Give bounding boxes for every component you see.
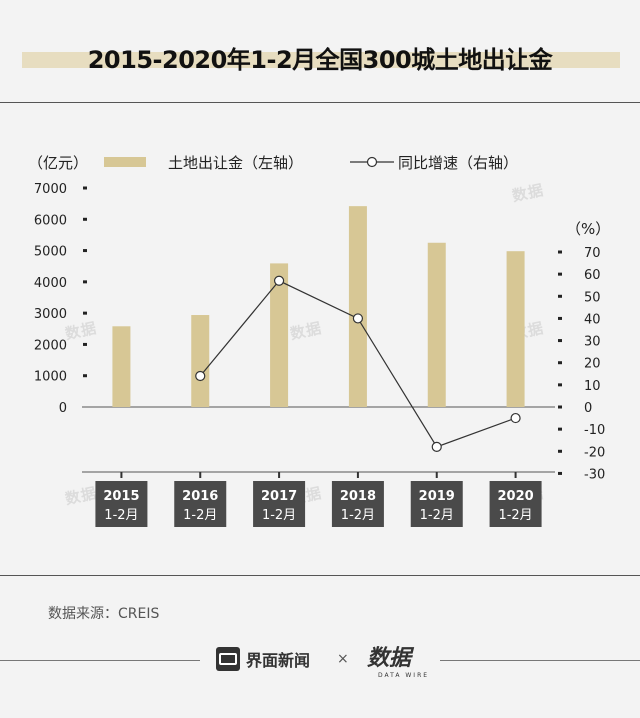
x-tick-mark (278, 472, 281, 478)
x-category-label: 2020 (497, 489, 533, 504)
y-right-tick-label: 10 (584, 379, 601, 394)
y-right-tick-label: -30 (584, 467, 605, 482)
bar (427, 242, 446, 407)
y-left-tick-label: 7000 (34, 182, 67, 197)
y-left-tick-label: 3000 (34, 307, 67, 322)
bar (506, 251, 525, 407)
partner-logo-sub: DATA WIRE (378, 672, 430, 679)
legend-bar-label: 土地出让金（左轴） (168, 154, 304, 172)
y-right-tick-mark (558, 449, 562, 453)
y-right-tick-mark (558, 361, 562, 365)
x-category-label: 2018 (340, 489, 376, 504)
y-right-tick-mark (558, 339, 562, 343)
y-left-tick-mark (83, 342, 87, 346)
legend-line-swatch (350, 156, 394, 168)
y-left-tick-label: 0 (59, 401, 67, 416)
x-category-sublabel: 1-2月 (183, 508, 217, 523)
growth-point (352, 313, 364, 324)
collab-times: × (337, 651, 349, 667)
footer-line-right (440, 660, 640, 661)
y-right-tick-mark (558, 427, 562, 431)
data-source: 数据来源：CREIS (48, 606, 160, 622)
x-category-label: 2019 (419, 489, 455, 504)
x-tick-mark (435, 472, 438, 478)
growth-point (431, 441, 442, 452)
x-tick-mark (120, 472, 123, 478)
brand-logo: 界面新闻 (216, 646, 310, 672)
bottom-divider (0, 575, 640, 576)
growth-point (195, 370, 206, 382)
bar (191, 315, 210, 407)
y-left-tick-label: 1000 (34, 370, 67, 385)
y-left-tick-mark (83, 311, 87, 315)
y-right-tick-label: 50 (584, 290, 601, 305)
legend-line-label: 同比增速（右轴） (398, 154, 519, 172)
y-right-tick-label: 20 (584, 357, 601, 372)
y-right-tick-label: 70 (584, 246, 601, 261)
left-axis-unit: （亿元） (28, 154, 89, 172)
x-category-sublabel: 1-2月 (104, 508, 138, 523)
x-category-label-box (489, 481, 542, 527)
x-tick-mark (514, 472, 517, 478)
bar (270, 263, 289, 407)
y-left-tick-mark (83, 249, 87, 253)
y-right-tick-label: 0 (584, 401, 592, 416)
y-left-tick-mark (83, 280, 87, 284)
legend-bar-swatch (104, 157, 146, 167)
brand-name: 界面新闻 (246, 651, 311, 670)
y-right-tick-mark (558, 250, 562, 254)
y-right-tick-mark (558, 405, 562, 409)
y-right-tick-label: -20 (584, 445, 605, 460)
y-left-tick-label: 6000 (34, 213, 67, 228)
x-category-label-box (253, 481, 306, 527)
x-category-sublabel: 1-2月 (420, 508, 454, 523)
x-category-label-box (95, 481, 148, 527)
x-category-sublabel: 1-2月 (262, 508, 296, 523)
y-left-tick-mark (83, 374, 87, 378)
y-right-tick-mark (558, 294, 562, 298)
y-right-tick-mark (558, 471, 562, 475)
x-category-label-box (331, 481, 384, 527)
y-left-tick-label: 2000 (34, 338, 67, 353)
title-highlight-strip (22, 52, 620, 68)
x-category-label: 2015 (103, 489, 139, 504)
x-category-sublabel: 1-2月 (341, 508, 375, 523)
x-tick-mark (356, 472, 359, 478)
growth-point (273, 275, 285, 286)
chart-canvas: 0 1000 2000 3000 4000 5000 6000 7000 -30 -20 -10 0 1… (34, 182, 605, 527)
x-category-sublabel: 1-2月 (498, 508, 532, 523)
growth-point (510, 412, 521, 424)
partner-logo: 数据 (367, 645, 412, 671)
y-left-tick-label: 5000 (34, 245, 67, 260)
title-band: 2015-2020年1-2月全国300城土地出让金 (0, 40, 640, 74)
x-category-label: 2017 (261, 489, 297, 504)
top-divider (0, 102, 640, 103)
bar (348, 206, 367, 407)
y-right-tick-mark (558, 272, 562, 276)
y-left-tick-mark (83, 217, 87, 221)
y-right-tick-label: 40 (584, 312, 601, 327)
y-right-tick-label: 60 (584, 268, 601, 283)
y-right-tick-label: 30 (584, 335, 601, 350)
x-category-label-box (174, 481, 227, 527)
x-category-label: 2016 (182, 489, 218, 504)
y-right-tick-mark (558, 316, 562, 320)
y-right-tick-mark (558, 383, 562, 387)
y-right-tick-label: -10 (584, 423, 605, 438)
footer-line-left (0, 660, 200, 661)
brand-icon (216, 647, 240, 671)
bar (112, 326, 131, 407)
y-left-tick-label: 4000 (34, 276, 67, 291)
x-tick-mark (199, 472, 202, 478)
y-left-tick-mark (83, 186, 87, 190)
chart-title: 2015-2020年1-2月全国300城土地出让金 (87, 46, 553, 74)
x-category-label-box (410, 481, 463, 527)
right-axis-unit: （%） (566, 220, 611, 238)
